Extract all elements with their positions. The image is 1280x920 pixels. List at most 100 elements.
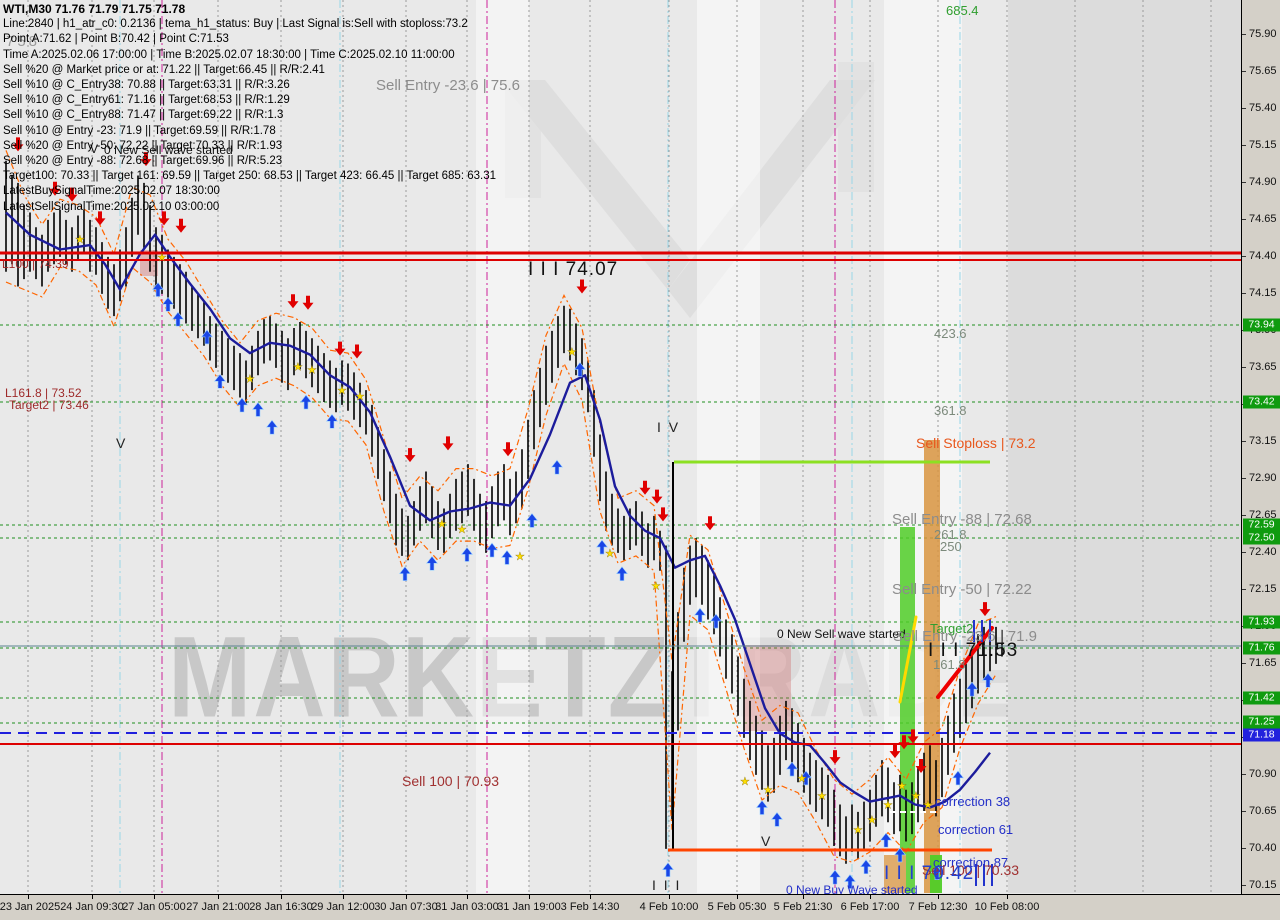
price-tick-label: 70.90 [1249, 768, 1277, 780]
star-icon: ★ [897, 780, 907, 792]
buy-arrow-icon [398, 566, 412, 582]
chart-canvas[interactable]: ★★★★ ★★ ★★ ★★★★★★★★★★★★★★★ [0, 0, 1280, 894]
time-tick-mark [529, 895, 530, 899]
sell-arrow-icon [576, 279, 588, 294]
buy-arrow-icon [785, 761, 799, 777]
sell-arrow-icon [66, 187, 78, 202]
price-tick-mark [1242, 34, 1246, 35]
star-icon: ★ [797, 773, 807, 785]
price-level-badge: 71.25 [1243, 715, 1280, 729]
moving-average-line [5, 211, 991, 809]
price-tick-mark [1242, 774, 1246, 775]
buy-arrow-icon [770, 811, 784, 827]
buy-arrow-icon [859, 859, 873, 875]
time-tick-mark [737, 895, 738, 899]
time-tick-mark [406, 895, 407, 899]
star-icon: ★ [157, 252, 167, 264]
time-tick-mark [281, 895, 282, 899]
time-tick-label: 3 Feb 14:30 [560, 901, 620, 913]
price-level-badge: 73.94 [1243, 318, 1280, 332]
buy-arrow-icon [843, 874, 857, 889]
time-tick-label: 10 Feb 08:00 [974, 901, 1040, 913]
time-tick-mark [590, 895, 591, 899]
sell-arrow-icon [442, 436, 454, 451]
star-icon: ★ [853, 825, 863, 837]
price-tick-label: 72.90 [1249, 472, 1277, 484]
time-tick-label: 4 Feb 10:00 [639, 901, 699, 913]
time-tick-label: 28 Jan 16:30 [249, 901, 313, 913]
star-icon: ★ [337, 385, 347, 397]
buy-arrow-icon [951, 770, 965, 786]
buy-arrow-icon [425, 555, 439, 571]
star-icon: ★ [763, 785, 773, 797]
price-tick-mark [1242, 219, 1246, 220]
price-tick-mark [1242, 256, 1246, 257]
price-tick-mark [1242, 848, 1246, 849]
buy-arrow-icon [525, 512, 539, 528]
price-tick-label: 74.40 [1249, 250, 1277, 262]
star-icon: ★ [293, 361, 303, 373]
info-line: Line:2840 | h1_atr_c0: 0.2136 | tema_h1_… [3, 18, 468, 31]
price-tick-label: 73.15 [1249, 435, 1277, 447]
time-tick-mark [218, 895, 219, 899]
buy-arrow-icon [460, 546, 474, 562]
buy-arrow-icon [235, 397, 249, 413]
star-icon: ★ [457, 524, 467, 536]
price-tick-mark [1242, 478, 1246, 479]
time-tick-mark [28, 895, 29, 899]
price-tick-mark [1242, 663, 1246, 664]
star-icon: ★ [605, 548, 615, 560]
sell-arrow-icon [979, 602, 991, 617]
buy-arrow-icon [693, 607, 707, 623]
sell-arrow-icon [829, 750, 841, 765]
star-icon: ★ [740, 776, 750, 788]
price-axis[interactable]: 75.90 75.65 75.40 75.15 74.90 74.65 74.40 74.15… [1241, 0, 1280, 894]
time-tick-mark [870, 895, 871, 899]
time-tick-mark [1007, 895, 1008, 899]
price-tick-mark [1242, 367, 1246, 368]
sell-arrow-icon [12, 137, 24, 152]
price-tick-mark [1242, 515, 1246, 516]
buy-arrow-icon [213, 373, 227, 389]
time-tick-mark [467, 895, 468, 899]
price-tick-label: 75.65 [1249, 65, 1277, 77]
star-icon: ★ [817, 791, 827, 803]
star-icon: ★ [867, 814, 877, 826]
sell-arrow-icon [889, 744, 901, 759]
sell-arrow-icon [502, 442, 514, 457]
info-line: LatestBuySignalTime:2025.02.07 18:30:00 [3, 185, 220, 198]
grid-lines [0, 0, 1241, 893]
price-tick-mark [1242, 811, 1246, 812]
sell-arrow-icon [287, 294, 299, 309]
buy-arrow-icon [485, 542, 499, 558]
price-level-badge: 72.50 [1243, 531, 1280, 545]
price-tick-label: 75.15 [1249, 139, 1277, 151]
time-tick-label: 31 Jan 19:00 [497, 901, 561, 913]
info-line: Target100: 70.33 || Target 161: 69.59 ||… [3, 170, 496, 183]
time-tick-mark [938, 895, 939, 899]
buy-arrow-icon [879, 832, 893, 848]
buy-arrow-icon [615, 566, 629, 582]
time-axis[interactable]: 23 Jan 2025 24 Jan 09:30 27 Jan 05:00 27 Ja… [0, 894, 1280, 920]
sell-arrow-icon [639, 480, 651, 495]
star-icon: ★ [923, 800, 933, 812]
expert-info-panel: WTI,M30 71.76 71.79 71.75 71.78 Line:2840… [3, 2, 496, 215]
sell-arrow-icon [651, 489, 663, 504]
buy-arrow-icon [595, 539, 609, 555]
time-tick-label: 23 Jan 2025 [0, 901, 61, 913]
sell-arrow-icon [94, 211, 106, 226]
time-tick-mark [92, 895, 93, 899]
buy-arrow-icon [981, 672, 995, 688]
price-tick-label: 72.65 [1249, 509, 1277, 521]
info-line: Sell %10 @ C_Entry38: 70.88 || Target:63… [3, 79, 290, 92]
info-line: Sell %20 @ Entry -88: 72.68 || Target:69… [3, 155, 283, 168]
price-tick-label: 71.65 [1249, 657, 1277, 669]
buy-arrow-icon [161, 296, 175, 312]
buy-arrow-icon [325, 413, 339, 429]
price-level-badge: 71.42 [1243, 691, 1280, 705]
watermark-part1: MARKETZ [168, 613, 671, 742]
buy-arrow-icon [799, 770, 813, 786]
buy-arrow-icon [893, 847, 907, 863]
price-tick-label: 74.15 [1249, 287, 1277, 299]
price-tick-mark [1242, 589, 1246, 590]
